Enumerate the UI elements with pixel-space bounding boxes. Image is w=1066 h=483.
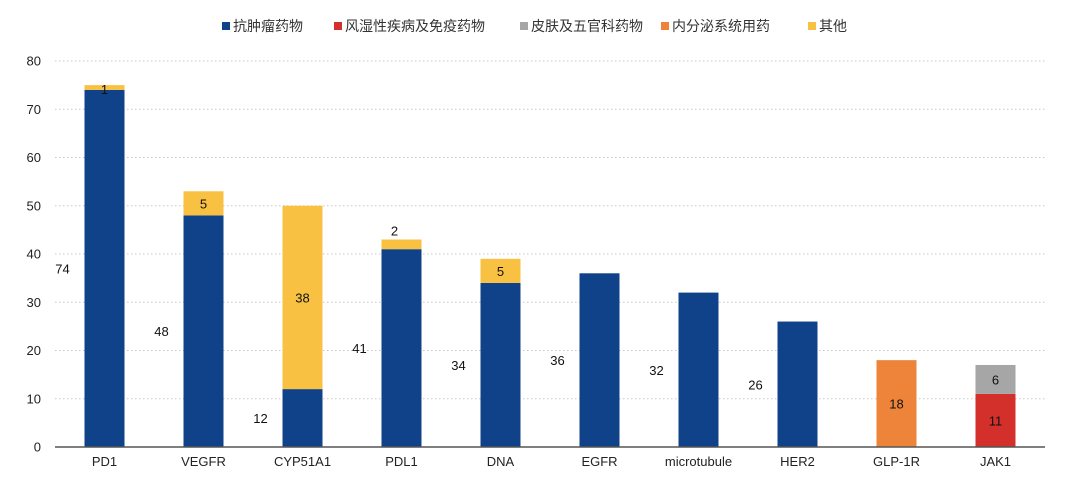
x-category-label: CYP51A1 — [274, 454, 331, 469]
y-tick-label: 60 — [27, 150, 41, 165]
bar-segment — [84, 85, 125, 90]
data-label: 5 — [200, 196, 207, 211]
data-label: 41 — [352, 341, 366, 356]
data-label: 36 — [550, 353, 564, 368]
legend-label: 其他 — [819, 19, 847, 35]
bar-segment — [777, 321, 818, 447]
bar-segment — [480, 258, 521, 283]
legend-label: 风湿性疾病及免疫药物 — [345, 19, 485, 35]
y-tick-label: 50 — [27, 198, 41, 213]
y-tick-label: 70 — [27, 102, 41, 117]
bar-segment — [975, 393, 1016, 447]
y-tick-label: 10 — [27, 391, 41, 406]
data-label: 11 — [989, 413, 1003, 428]
x-category-label: JAK1 — [980, 454, 1011, 469]
data-label: 12 — [253, 411, 267, 426]
data-label: 18 — [889, 397, 903, 412]
bar-segment — [678, 292, 719, 447]
y-tick-label: 80 — [27, 54, 41, 69]
data-label: 32 — [649, 363, 663, 378]
bar-segment — [183, 191, 224, 216]
x-category-label: EGFR — [581, 454, 617, 469]
x-category-label: PDL1 — [385, 454, 418, 469]
bar-segment — [876, 360, 917, 447]
data-label: 5 — [497, 264, 504, 279]
bar-segment — [282, 205, 323, 390]
bar-segment — [381, 239, 422, 250]
data-label: 1 — [101, 82, 108, 97]
data-label: 26 — [748, 377, 762, 392]
data-label: 6 — [992, 372, 999, 387]
legend-label: 抗肿瘤药物 — [233, 18, 303, 35]
data-label: 38 — [295, 290, 309, 305]
y-tick-label: 0 — [34, 440, 41, 455]
data-labels: 74 1 48 5 12 38 41 2 34 5 36 32 26 18 11 6 — [55, 82, 1002, 428]
bars — [84, 85, 1016, 447]
bar-segment — [183, 215, 224, 447]
bar-segment — [975, 364, 1016, 394]
legend: 抗肿瘤药物 风湿性疾病及免疫药物 皮肤及五官科药物 内分泌系统用药 其他 — [222, 18, 847, 35]
x-category-label: DNA — [487, 454, 515, 469]
y-tick-label: 40 — [27, 247, 41, 262]
x-axis-categories: PD1 VEGFR CYP51A1 PDL1 DNA EGFR microtubule HER… — [92, 454, 1011, 469]
legend-swatch — [334, 22, 342, 30]
x-category-label: microtubule — [665, 454, 732, 469]
x-category-label: VEGFR — [181, 454, 226, 469]
y-axis-ticks: 0 10 20 30 40 50 60 70 80 — [27, 54, 41, 455]
data-label: 74 — [55, 261, 69, 276]
legend-swatch — [222, 22, 230, 30]
bar-segment — [282, 389, 323, 447]
data-label: 48 — [154, 324, 168, 339]
legend-label: 内分泌系统用药 — [672, 19, 770, 35]
data-label: 34 — [451, 358, 465, 373]
y-tick-label: 20 — [27, 343, 41, 358]
bar-segment — [480, 282, 521, 447]
bar-segment — [84, 89, 125, 447]
y-tick-label: 30 — [27, 295, 41, 310]
x-category-label: HER2 — [780, 454, 815, 469]
legend-label: 皮肤及五官科药物 — [531, 19, 643, 35]
legend-swatch — [520, 22, 528, 30]
data-label: 2 — [391, 224, 398, 239]
bar-segment — [381, 249, 422, 447]
x-category-label: PD1 — [92, 454, 117, 469]
legend-swatch — [808, 22, 816, 30]
legend-swatch — [661, 22, 669, 30]
bar-segment — [579, 273, 620, 447]
x-category-label: GLP-1R — [873, 454, 920, 469]
